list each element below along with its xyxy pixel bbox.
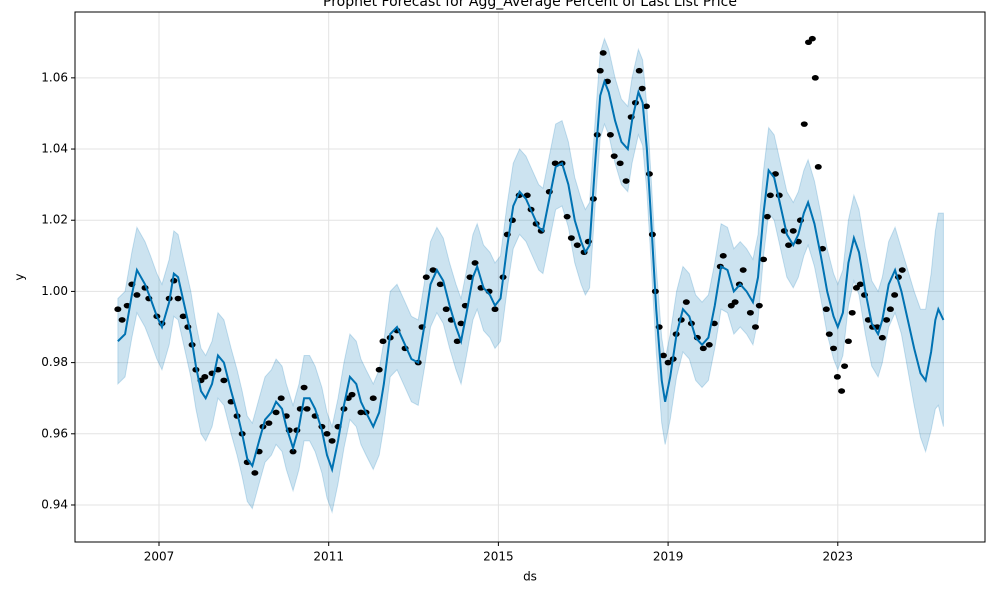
observed-point (369, 395, 377, 401)
observed-point (551, 160, 559, 167)
observed-point (573, 242, 581, 248)
observed-point (642, 103, 650, 110)
chart-title: Prophet Forecast for Agg_Average Percent… (323, 0, 737, 10)
observed-point (606, 132, 614, 138)
observed-point (841, 363, 849, 369)
plot-frame (74, 11, 986, 543)
observed-point (825, 331, 833, 337)
observed-point (789, 228, 797, 234)
x-tick-label: 2019 (653, 550, 684, 564)
observed-point (523, 192, 531, 199)
y-tick-label: 1.00 (41, 284, 68, 298)
observed-point (635, 67, 643, 74)
forecast-line (117, 78, 945, 474)
observed-point (272, 409, 280, 416)
observed-point (833, 374, 841, 380)
observed-point (808, 35, 816, 42)
x-tick-label: 2007 (144, 550, 175, 564)
observed-point (878, 334, 886, 341)
observed-point (719, 253, 727, 259)
y-axis-label: y (13, 273, 27, 280)
observed-point (682, 299, 690, 305)
observed-point (616, 160, 624, 167)
observed-point (453, 338, 461, 345)
observed-point (705, 342, 713, 348)
observed-point (179, 313, 187, 320)
observed-point (800, 121, 808, 127)
observed-point (114, 306, 122, 313)
observed-point (220, 377, 228, 384)
observed-point (886, 306, 894, 313)
observed-point (785, 242, 793, 248)
observed-point (471, 260, 479, 266)
observed-point (755, 302, 763, 309)
observed-point (814, 164, 822, 170)
observed-point (429, 267, 437, 273)
observed-point (638, 85, 646, 92)
x-tick-label: 2023 (823, 550, 854, 564)
x-tick-label: 2015 (483, 550, 514, 564)
observed-point (442, 306, 450, 313)
observed-point (379, 338, 387, 345)
observed-point (289, 448, 297, 455)
observed-point (883, 317, 891, 323)
y-tick-label: 0.96 (41, 426, 68, 440)
observed-point (323, 430, 331, 437)
observed-point (599, 50, 607, 56)
observed-point (300, 384, 308, 391)
observed-point (848, 309, 856, 316)
observed-point (699, 345, 707, 352)
observed-point (856, 281, 864, 288)
y-tick-label: 0.98 (41, 355, 68, 369)
observed-point (891, 292, 899, 298)
observed-point (664, 359, 672, 366)
observed-point (457, 320, 465, 327)
observed-point (563, 213, 571, 220)
y-tick-label: 1.02 (41, 213, 68, 227)
observed-point (844, 338, 852, 345)
observed-point (422, 274, 430, 280)
observed-point (357, 409, 365, 416)
observed-point (133, 292, 141, 298)
observed-point (763, 213, 771, 220)
observed-point (751, 324, 759, 330)
observed-point (659, 352, 667, 359)
x-axis-label: ds (523, 570, 537, 584)
observed-point (567, 235, 575, 241)
observed-point (174, 295, 182, 302)
observed-point (251, 470, 259, 476)
observed-point (819, 245, 827, 252)
observed-point (328, 438, 336, 444)
observed-point (277, 395, 285, 401)
observed-point (491, 306, 499, 313)
observed-point (610, 153, 618, 159)
observed-point (622, 178, 630, 184)
observed-point (822, 306, 830, 313)
observed-point (710, 320, 718, 327)
observed-point (303, 406, 311, 412)
observed-point (201, 374, 209, 380)
observed-point (731, 299, 739, 305)
observed-point (118, 317, 126, 323)
observed-point (766, 192, 774, 199)
uncertainty-band (117, 37, 944, 514)
observed-point (265, 420, 273, 426)
observed-point (830, 345, 838, 352)
observed-point (746, 309, 754, 316)
y-tick-label: 0.94 (41, 497, 68, 511)
x-tick-label: 2011 (313, 550, 344, 564)
observed-point (898, 267, 906, 273)
y-tick-label: 1.04 (41, 142, 68, 156)
observed-point (436, 281, 444, 288)
observed-point (760, 256, 768, 263)
observed-point (375, 366, 383, 373)
observed-point (811, 75, 819, 81)
observed-point (739, 267, 747, 273)
observed-point (596, 67, 604, 74)
observed-point (838, 388, 846, 394)
observed-point (348, 391, 356, 398)
y-tick-label: 1.06 (41, 70, 68, 84)
